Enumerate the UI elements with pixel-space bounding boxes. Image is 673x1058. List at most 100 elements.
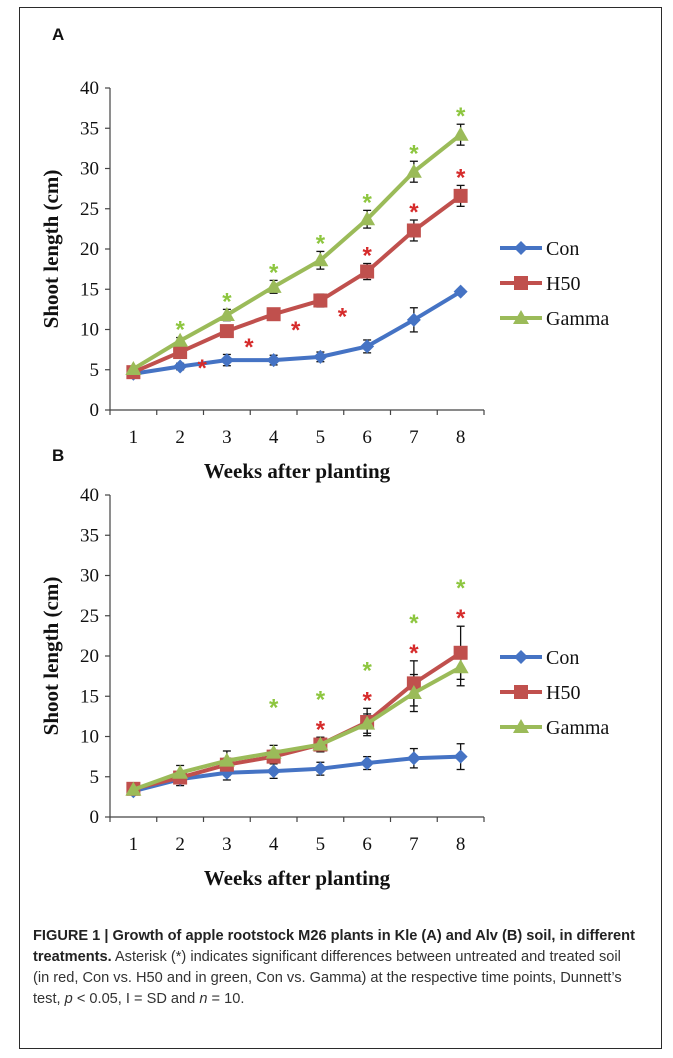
x-tick-label: 7 [409, 427, 419, 448]
marker-gamma [452, 659, 469, 674]
marker-con [219, 353, 234, 368]
marker-h50 [453, 645, 468, 660]
y-tick-label: 30 [80, 159, 99, 180]
chart-panel-a: A 0 5 10 15 20 25 30 35 40 1 2 3 4 5 6 7 8 Weeks after pla… [39, 25, 609, 483]
y-tick-label: 5 [90, 767, 100, 788]
marker-h50 [173, 345, 188, 360]
caption-title: FIGURE 1 | Growth of apple rootstock M26… [33, 928, 635, 965]
legend-marker [513, 719, 529, 733]
marker-gamma [312, 736, 329, 751]
marker-con [313, 349, 328, 364]
significance-asterisk: * [316, 686, 326, 713]
series-line-con [133, 289, 462, 376]
marker-h50 [453, 188, 468, 203]
significance-asterisk: * [456, 575, 466, 602]
chart-panel-b: B 0 5 10 15 20 25 30 35 40 1 2 3 4 5 6 7 8 Weeks after pla… [39, 446, 609, 890]
significance-asterisk: * [409, 140, 419, 167]
x-tick-label: 1 [129, 834, 139, 855]
marker-h50 [266, 307, 281, 322]
series-line-con [132, 754, 461, 794]
x-tick-label: 3 [222, 834, 232, 855]
caption-n-symbol: n [199, 991, 208, 1007]
marker-con [453, 284, 468, 299]
legend-label: Con [546, 238, 579, 260]
x-tick-label: 4 [269, 427, 279, 448]
significance-asterisk: * [338, 304, 348, 331]
panel-label: B [52, 446, 64, 465]
caption-p-symbol: p [64, 991, 73, 1007]
marker-gamma [359, 715, 376, 730]
marker-con [406, 312, 421, 327]
marker-gamma [452, 126, 469, 141]
marker-gamma [405, 163, 422, 178]
significance-asterisk: * [269, 259, 279, 286]
series-line-gamma [132, 665, 462, 792]
marker-gamma [125, 781, 142, 796]
x-tick-label: 6 [362, 834, 372, 855]
series-line-h50 [132, 194, 462, 375]
y-tick-label: 0 [90, 807, 100, 828]
y-axis-title: Shoot length (cm) [39, 577, 63, 736]
significance-asterisk: * [291, 317, 301, 344]
y-tick-label: 25 [80, 606, 99, 627]
marker-gamma [265, 744, 282, 759]
x-tick-label: 5 [316, 834, 326, 855]
caption-text-3: = 10. [207, 991, 245, 1007]
marker-h50 [313, 293, 328, 308]
x-tick-label: 8 [456, 834, 466, 855]
significance-asterisk: * [362, 687, 372, 714]
y-tick-label: 10 [80, 320, 99, 341]
significance-asterisk: * [222, 288, 232, 315]
significance-asterisk: * [316, 716, 326, 743]
significance-asterisk: * [456, 103, 466, 130]
y-tick-label: 5 [90, 360, 100, 381]
legend-label: Gamma [546, 308, 609, 330]
significance-asterisk: * [362, 657, 372, 684]
y-tick-label: 40 [80, 78, 99, 99]
caption-text-2: < 0.05, I = SD and [72, 991, 200, 1007]
figure-frame [19, 7, 662, 1049]
marker-con [406, 751, 421, 766]
y-tick-label: 30 [80, 566, 99, 587]
y-tick-label: 35 [80, 525, 99, 546]
significance-asterisk: * [269, 694, 279, 721]
x-tick-label: 8 [456, 427, 466, 448]
y-axis-title: Shoot length (cm) [39, 170, 63, 329]
marker-con [313, 761, 328, 776]
marker-gamma [218, 752, 235, 767]
legend-label: H50 [546, 682, 580, 704]
marker-gamma [312, 252, 329, 267]
marker-gamma [172, 332, 189, 347]
series-line-gamma [132, 133, 462, 371]
legend-marker [514, 241, 528, 255]
marker-gamma [265, 278, 282, 293]
marker-con [266, 353, 281, 368]
x-tick-label: 7 [409, 834, 419, 855]
marker-gamma [172, 764, 189, 779]
legend-marker [514, 276, 528, 290]
marker-con [453, 749, 468, 764]
marker-con [360, 756, 375, 771]
marker-con [173, 359, 188, 374]
caption-text-1: Asterisk (*) indicates significant diffe… [33, 949, 622, 1007]
marker-gamma [359, 211, 376, 226]
x-tick-label: 1 [129, 427, 139, 448]
significance-asterisk: * [175, 317, 185, 344]
marker-gamma [218, 307, 235, 322]
significance-asterisk: * [316, 230, 326, 257]
y-tick-label: 15 [80, 686, 99, 707]
panel-label: A [52, 25, 64, 44]
y-tick-label: 20 [80, 646, 99, 667]
significance-asterisk: * [197, 355, 207, 382]
x-tick-label: 5 [316, 427, 326, 448]
x-tick-label: 2 [175, 427, 185, 448]
y-tick-label: 15 [80, 279, 99, 300]
significance-asterisk: * [244, 334, 254, 361]
x-axis-title: Weeks after planting [204, 866, 391, 890]
x-axis-title: Weeks after planting [204, 459, 391, 483]
significance-asterisk: * [456, 164, 466, 191]
x-tick-label: 4 [269, 834, 279, 855]
marker-gamma [405, 685, 422, 700]
legend-marker [514, 650, 528, 664]
significance-asterisk: * [456, 605, 466, 632]
